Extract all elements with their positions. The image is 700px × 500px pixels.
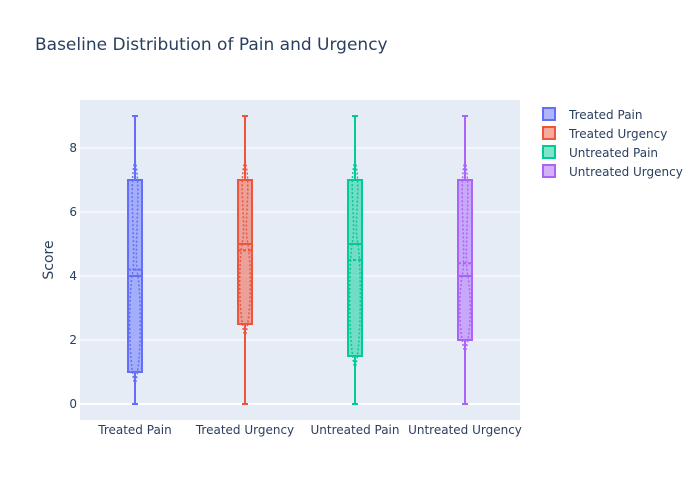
box-traces <box>127 115 473 405</box>
y-tick-label: 4 <box>69 269 77 283</box>
legend-item[interactable]: Treated Pain <box>542 107 642 122</box>
legend-swatch <box>542 145 556 159</box>
y-tick-label: 0 <box>69 397 77 411</box>
gridlines <box>80 147 520 405</box>
legend[interactable]: Treated Pain Treated Urgency Untreated Pai… <box>542 107 683 179</box>
legend-label: Treated Urgency <box>568 127 667 141</box>
legend-label: Untreated Urgency <box>569 165 683 179</box>
density-outline <box>458 158 472 356</box>
iqr-box <box>457 179 473 341</box>
y-tick-label: 8 <box>69 141 77 155</box>
box-trace[interactable] <box>457 115 473 405</box>
iqr-box <box>347 179 363 357</box>
legend-label: Treated Pain <box>568 108 642 122</box>
density-outline <box>128 158 142 388</box>
box-trace[interactable] <box>237 115 253 405</box>
y-tick-label: 2 <box>69 333 77 347</box>
x-tick-labels: Treated Pain Treated Urgency Untreated Pai… <box>97 423 522 437</box>
legend-label: Untreated Pain <box>569 146 658 160</box>
x-tick-label: Treated Urgency <box>195 423 294 437</box>
legend-item[interactable]: Untreated Pain <box>542 145 658 160</box>
box-trace[interactable] <box>347 115 363 405</box>
legend-item[interactable]: Treated Urgency <box>542 126 667 141</box>
chart-title: Baseline Distribution of Pain and Urgenc… <box>35 35 388 55</box>
box-trace[interactable] <box>127 115 143 405</box>
x-tick-label: Treated Pain <box>97 423 171 437</box>
plot-area <box>80 100 520 420</box>
density-outline <box>238 158 252 340</box>
iqr-box <box>237 179 253 325</box>
legend-item[interactable]: Untreated Urgency <box>542 164 683 179</box>
legend-swatch <box>542 164 556 178</box>
legend-swatch <box>542 107 556 121</box>
x-tick-label: Untreated Pain <box>310 423 399 437</box>
y-tick-labels: 0 2 4 6 8 <box>69 141 77 411</box>
density-outline <box>348 158 362 372</box>
x-tick-label: Untreated Urgency <box>408 423 522 437</box>
y-axis-title: Score <box>41 240 57 279</box>
y-tick-label: 6 <box>69 205 77 219</box>
legend-swatch <box>542 126 556 140</box>
